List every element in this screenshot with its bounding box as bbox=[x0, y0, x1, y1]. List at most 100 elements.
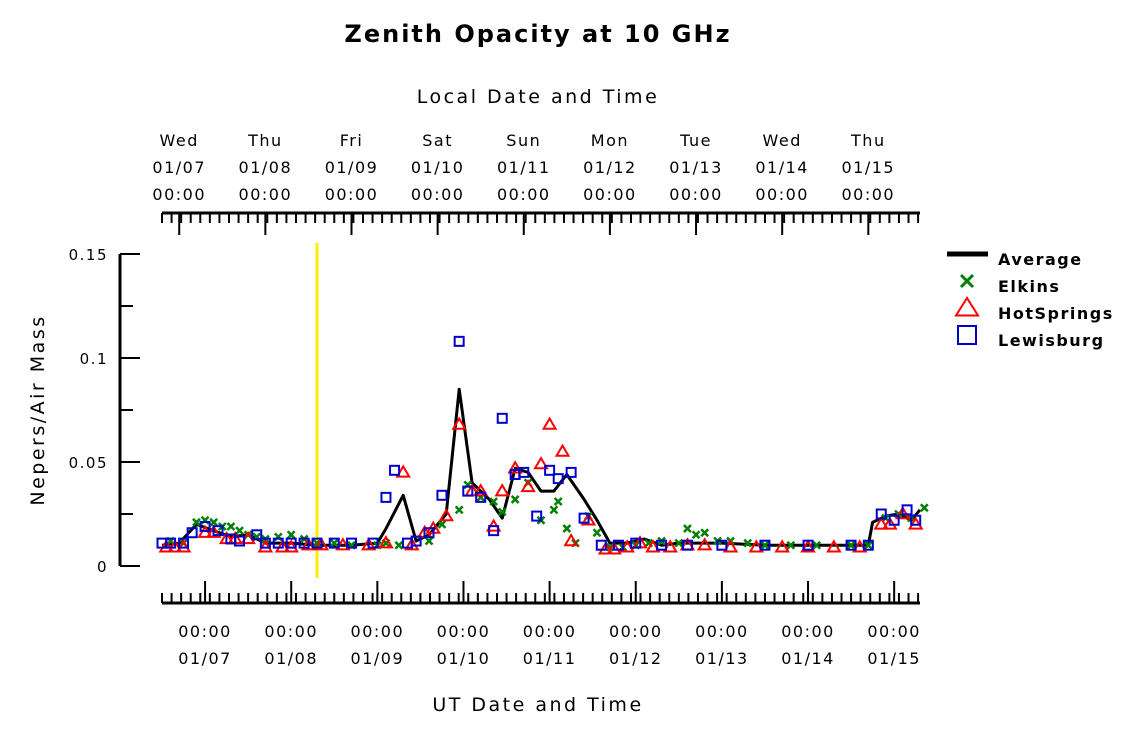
hotsprings-point bbox=[494, 483, 510, 497]
elkins-point bbox=[592, 528, 602, 538]
bottom-tick-label: 00:00 bbox=[867, 622, 921, 641]
top-tick-label: 00:00 bbox=[583, 185, 637, 204]
lewisburg-point bbox=[656, 539, 668, 551]
lewisburg-point bbox=[389, 464, 401, 476]
elkins-point bbox=[497, 507, 507, 517]
bottom-tick-label: 00:00 bbox=[178, 622, 232, 641]
elkins-point bbox=[683, 524, 692, 533]
hotsprings-point bbox=[907, 516, 924, 530]
lewisburg-point bbox=[845, 539, 857, 551]
lewisburg-point bbox=[453, 335, 465, 347]
bottom-tick-label: 00:00 bbox=[437, 622, 491, 641]
elkins-point bbox=[549, 505, 559, 515]
series-lewisburg bbox=[156, 335, 922, 551]
top-tick-label: Thu bbox=[247, 131, 283, 150]
top-tick-label: Tue bbox=[679, 131, 712, 150]
hotsprings-point bbox=[882, 516, 898, 530]
elkins-point bbox=[691, 530, 701, 540]
lewisburg-point bbox=[462, 485, 474, 497]
lewisburg-point bbox=[552, 473, 564, 485]
lewisburg-point bbox=[423, 527, 435, 539]
hotsprings-point bbox=[205, 524, 222, 538]
elkins-point bbox=[674, 538, 684, 548]
top-tick-label: 01/09 bbox=[325, 158, 379, 177]
legend-lewisburg-swatch bbox=[957, 325, 977, 345]
elkins-point bbox=[226, 522, 236, 531]
lewisburg-point bbox=[716, 539, 728, 551]
lewisburg-point bbox=[436, 489, 448, 501]
hotsprings-point bbox=[240, 530, 256, 545]
bottom-tick-label: 01/09 bbox=[351, 649, 405, 668]
elkins-point bbox=[743, 538, 753, 548]
lewisburg-point bbox=[212, 525, 224, 537]
top-tick-label: Sun bbox=[506, 131, 541, 150]
hotsprings-point bbox=[541, 416, 558, 430]
hotsprings-point bbox=[404, 537, 420, 551]
bottom-tick-label: 01/11 bbox=[523, 649, 577, 668]
hotsprings-point bbox=[257, 539, 274, 553]
lewisburg-point bbox=[910, 514, 922, 526]
top-tick-label: Fri bbox=[340, 131, 364, 150]
bottom-tick-label: 01/15 bbox=[867, 649, 921, 668]
top-tick-label: Wed bbox=[160, 131, 199, 150]
hotsprings-point bbox=[722, 539, 739, 553]
hotsprings-point bbox=[520, 478, 536, 493]
bottom-tick-label: 01/13 bbox=[695, 649, 749, 668]
lewisburg-point bbox=[496, 412, 508, 424]
lewisburg-point bbox=[578, 512, 590, 524]
top-tick-label: 00:00 bbox=[152, 185, 206, 204]
top-tick-label: 00:00 bbox=[325, 185, 379, 204]
elkins-point bbox=[394, 540, 404, 550]
top-tick-label: 01/11 bbox=[497, 158, 551, 177]
lewisburg-point bbox=[544, 464, 556, 476]
hotsprings-point bbox=[360, 537, 377, 551]
elkins-point bbox=[286, 530, 296, 540]
hotsprings-point bbox=[274, 539, 291, 553]
elkins-point bbox=[235, 526, 244, 536]
lewisburg-point bbox=[165, 537, 177, 549]
elkins-point bbox=[553, 497, 563, 506]
hotsprings-point bbox=[175, 539, 192, 553]
bottom-tick-label: 00:00 bbox=[695, 622, 749, 641]
top-tick-label: Sat bbox=[422, 131, 453, 150]
hotsprings-point bbox=[451, 416, 467, 430]
series-hotsprings bbox=[158, 416, 924, 555]
hotsprings-point bbox=[554, 443, 571, 457]
top-ticks: Wed 01/07 00:00 Thu 01/08 00:00 Fri 01/09 00:00 S… bbox=[152, 131, 920, 235]
top-tick-label: 01/10 bbox=[411, 158, 465, 177]
lewisburg-point bbox=[888, 514, 900, 526]
hotsprings-point bbox=[873, 516, 889, 530]
lewisburg-point bbox=[178, 537, 190, 549]
bottom-tick-label: 01/14 bbox=[781, 649, 835, 668]
lewisburg-point bbox=[565, 466, 577, 478]
hotsprings-point bbox=[606, 541, 622, 555]
top-tick-label: 00:00 bbox=[669, 185, 723, 204]
hotsprings-point bbox=[158, 539, 175, 553]
bottom-tick-label: 01/12 bbox=[609, 649, 663, 668]
hotsprings-point bbox=[300, 537, 317, 551]
top-tick-label: 00:00 bbox=[411, 185, 465, 204]
bottom-tick-label: 00:00 bbox=[523, 622, 577, 641]
bottom-ticks: 00:00 01/07 00:00 01/08 00:00 01/09 00:00 01/10… bbox=[161, 581, 921, 668]
elkins-point bbox=[209, 517, 219, 527]
hotsprings-point bbox=[167, 539, 183, 553]
legend-hotsprings-swatch bbox=[954, 296, 980, 317]
chart-title: Zenith Opacity at 10 GHz bbox=[344, 20, 731, 48]
legend: Average Elkins HotSprings Lewisburg bbox=[947, 250, 1112, 350]
lewisburg-point bbox=[901, 504, 913, 516]
top-tick-label: Thu bbox=[850, 131, 886, 150]
elkins-point bbox=[562, 524, 572, 533]
elkins-point bbox=[760, 540, 770, 550]
elkins-point bbox=[919, 503, 929, 513]
hotsprings-point bbox=[696, 537, 713, 551]
hotsprings-point bbox=[283, 539, 299, 553]
top-tick-label: 00:00 bbox=[497, 185, 551, 204]
bottom-tick-label: 01/10 bbox=[437, 649, 491, 668]
elkins-point bbox=[510, 495, 520, 504]
plot-area bbox=[156, 335, 929, 555]
hotsprings-point bbox=[774, 539, 790, 553]
top-tick-label: 01/13 bbox=[669, 158, 723, 177]
top-tick-label: 00:00 bbox=[239, 185, 293, 204]
lewisburg-point bbox=[410, 535, 422, 547]
lewisburg-point bbox=[630, 537, 642, 549]
